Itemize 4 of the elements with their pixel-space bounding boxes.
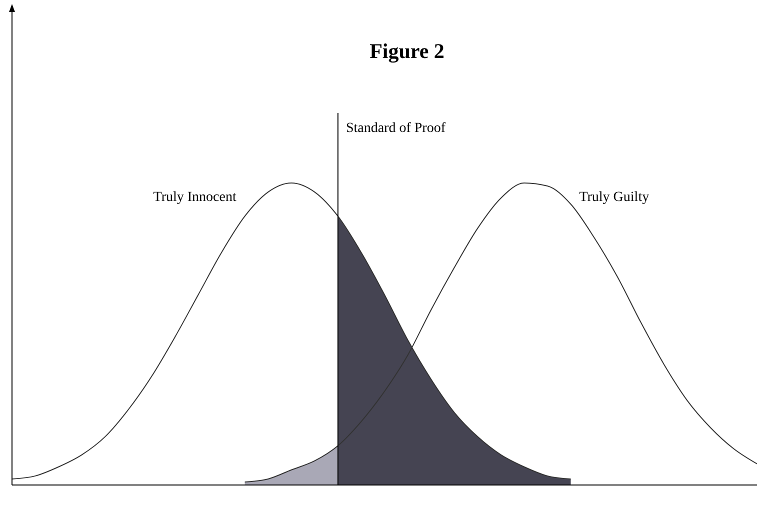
chart-title: Figure 2 (370, 39, 444, 63)
series-label: Truly Guilty (579, 190, 650, 205)
text: Standard of Proof (346, 121, 446, 136)
series-label: Truly Innocent (153, 190, 236, 205)
